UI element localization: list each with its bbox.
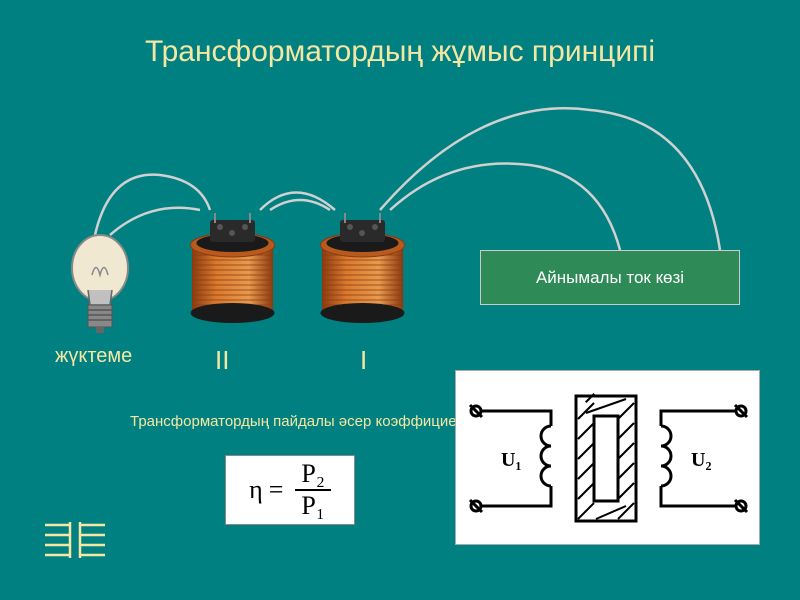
efficiency-formula: η = P₂ P₁ (225, 455, 355, 525)
u2-label: U₂ (691, 449, 711, 471)
lightbulb-icon (60, 230, 140, 340)
coil-primary-icon (310, 205, 415, 325)
formula-denominator: P₁ (295, 491, 331, 521)
u1-label: U₁ (501, 449, 521, 471)
ac-source-box: Айнымалы ток көзі (480, 250, 740, 305)
coil-secondary-icon (180, 205, 285, 325)
load-label: жүктеме (55, 345, 132, 368)
coil-2-label: II (215, 345, 229, 376)
transformer-circuit-diagram: U₁ U₂ (455, 370, 760, 545)
ac-source-label: Айнымалы ток көзі (536, 268, 684, 288)
coil-1-label: I (360, 345, 367, 376)
transformer-symbol-icon (40, 520, 110, 560)
eta-symbol: η (249, 475, 263, 505)
page-title: Трансформатордың жұмыс принципі (0, 35, 800, 69)
formula-numerator: P₂ (295, 459, 331, 491)
